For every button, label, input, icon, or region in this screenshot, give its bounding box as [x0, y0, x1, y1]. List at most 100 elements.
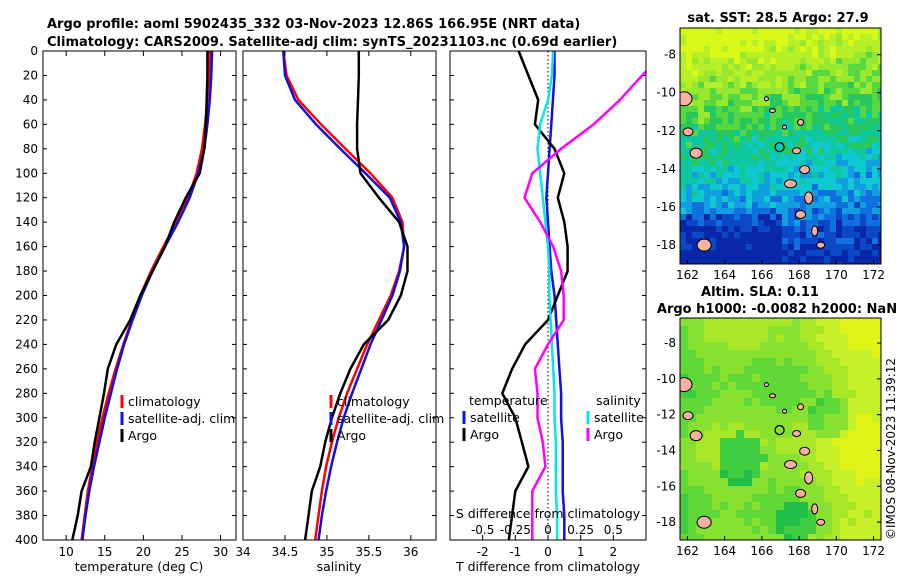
map-cell	[722, 106, 728, 112]
map-y-tick-label: -16	[656, 479, 676, 493]
map-cell	[784, 502, 792, 510]
map-cell	[800, 382, 808, 390]
map-cell	[788, 172, 794, 178]
map-cell	[716, 64, 722, 70]
map-cell	[716, 106, 722, 112]
map-cell	[698, 64, 704, 70]
map-cell	[782, 28, 788, 34]
data-point	[560, 270, 562, 272]
map-cell	[758, 124, 764, 130]
data-point	[547, 99, 549, 101]
map-cell	[692, 160, 698, 166]
map-cell	[722, 202, 728, 208]
map-cell	[806, 40, 812, 46]
map-cell	[688, 510, 696, 518]
map-cell	[746, 34, 752, 40]
y-tick-label: 320	[15, 435, 38, 449]
map-cell	[728, 462, 736, 470]
map-cell	[722, 52, 728, 58]
data-point	[547, 319, 549, 321]
map-cell	[720, 494, 728, 502]
map-cell	[746, 148, 752, 154]
map-cell	[866, 184, 872, 190]
map-cell	[848, 486, 856, 494]
map-cell	[686, 34, 692, 40]
map-cell	[760, 494, 768, 502]
map-cell	[686, 202, 692, 208]
map-cell	[716, 172, 722, 178]
map-cell	[764, 256, 770, 262]
map-cell	[704, 190, 710, 196]
map-cell	[696, 334, 704, 342]
map-cell	[818, 238, 824, 244]
map-cell	[782, 226, 788, 232]
map-cell	[806, 202, 812, 208]
map-cell	[720, 358, 728, 366]
map-cell	[722, 124, 728, 130]
map-cell	[688, 446, 696, 454]
data-point	[534, 368, 536, 370]
map-cell	[710, 172, 716, 178]
map-cell	[782, 238, 788, 244]
data-point	[369, 172, 372, 175]
map-cell	[758, 40, 764, 46]
map-cell	[770, 160, 776, 166]
map-cell	[842, 52, 848, 58]
data-point	[560, 392, 562, 395]
map-cell	[794, 262, 800, 264]
map-cell	[712, 342, 720, 350]
map-cell	[824, 232, 830, 238]
map-cell	[764, 106, 770, 112]
map-cell	[812, 178, 818, 184]
map-cell	[680, 58, 686, 64]
map-cell	[736, 510, 744, 518]
map-cell	[866, 34, 872, 40]
map-cell	[680, 136, 686, 142]
map-cell	[746, 118, 752, 124]
data-point	[139, 294, 142, 297]
map-cell	[840, 334, 848, 342]
map-cell	[832, 502, 840, 510]
map-cell	[712, 446, 720, 454]
map-cell	[710, 190, 716, 196]
map-cell	[792, 494, 800, 502]
map-cell	[758, 208, 764, 214]
map-cell	[794, 112, 800, 118]
data-point	[378, 319, 380, 321]
map-cell	[860, 238, 866, 244]
data-point	[319, 465, 322, 468]
map-cell	[864, 534, 872, 540]
map-cell	[830, 88, 836, 94]
map-cell	[848, 106, 854, 112]
map-cell	[872, 256, 878, 262]
map-cell	[872, 350, 880, 358]
map-cell	[794, 220, 800, 226]
map-cell	[864, 422, 872, 430]
map-cell	[824, 510, 832, 518]
series-line-climatology	[80, 51, 212, 540]
map-cell	[872, 202, 878, 208]
map-cell	[830, 166, 836, 172]
map-cell	[806, 88, 812, 94]
map-cell	[878, 106, 881, 112]
map-cell	[782, 100, 788, 106]
map-cell	[744, 350, 752, 358]
map-cell	[856, 390, 864, 398]
map-cell	[728, 510, 736, 518]
map-cell	[692, 58, 698, 64]
map-cell	[734, 58, 740, 64]
map-cell	[752, 478, 760, 486]
map-cell	[722, 112, 728, 118]
map-cell	[720, 526, 728, 534]
map-cell	[692, 76, 698, 82]
map-y-tick-label: -14	[656, 162, 676, 176]
map-cell	[824, 154, 830, 160]
map-cell	[848, 40, 854, 46]
map-cell	[758, 250, 764, 256]
map-cell	[848, 326, 856, 334]
map-cell	[770, 52, 776, 58]
map-cell	[704, 52, 710, 58]
map-cell	[728, 238, 734, 244]
map-cell	[860, 166, 866, 172]
map-cell	[848, 382, 856, 390]
